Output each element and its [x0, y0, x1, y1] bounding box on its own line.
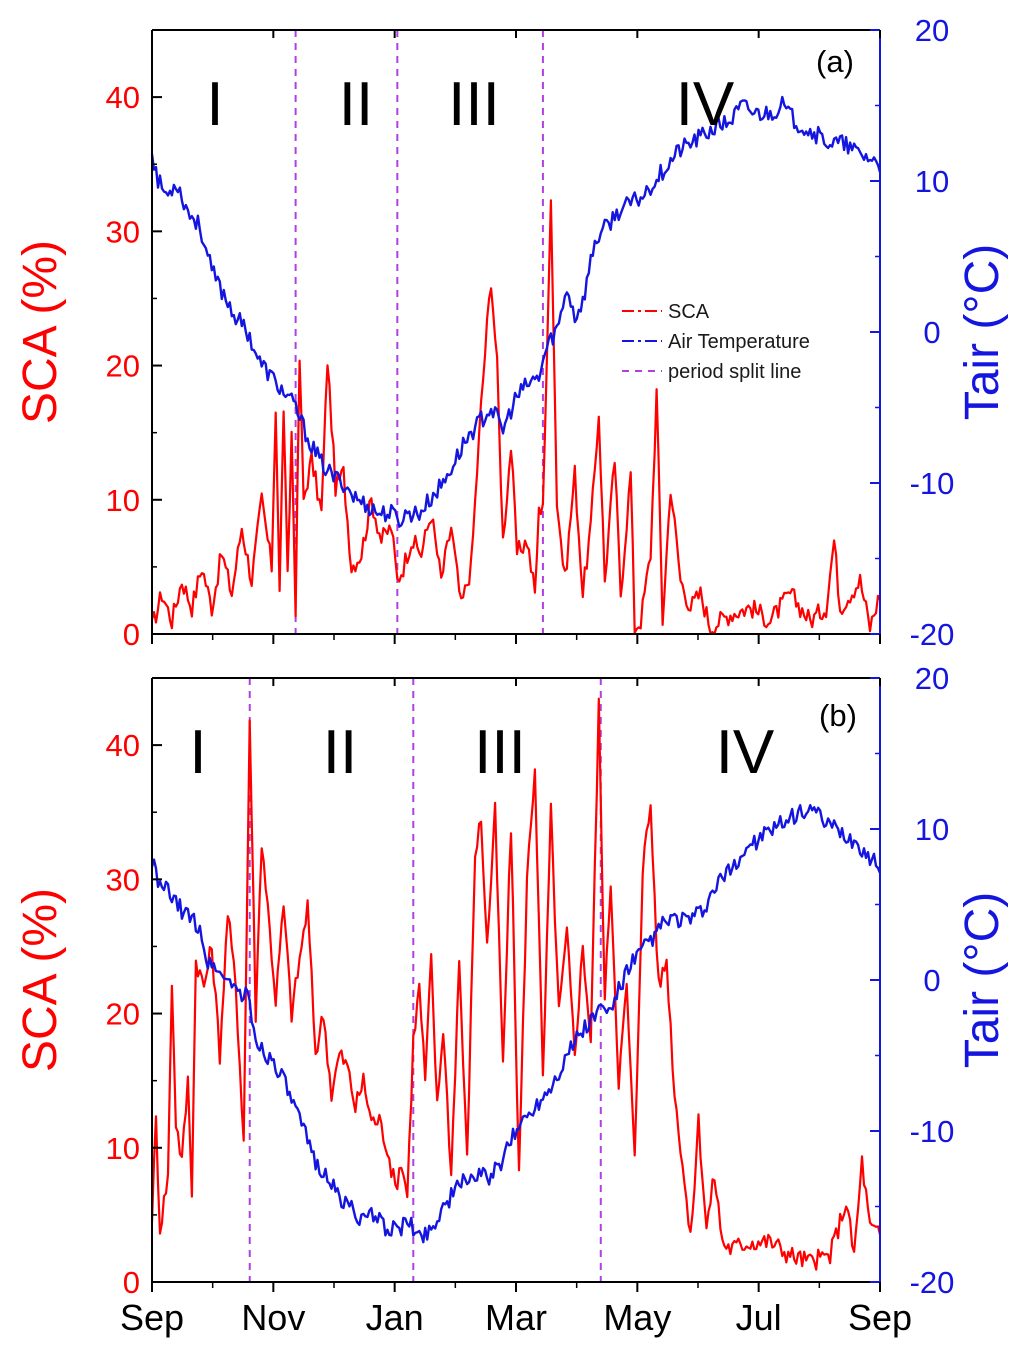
- y-left-tick-label: 20: [106, 349, 140, 384]
- sca-series-line: [150, 199, 881, 636]
- y-right-axis-title: Tair (°C): [956, 892, 1009, 1069]
- y-left-tick-label: 40: [106, 80, 140, 115]
- legend-label: Air Temperature: [668, 331, 810, 353]
- period-label: IV: [716, 718, 775, 787]
- y-right-tick-label: -10: [910, 1114, 955, 1149]
- y-right-tick-label: 0: [923, 963, 940, 998]
- sca-series-line: [150, 697, 882, 1271]
- y-right-tick-label: -10: [910, 466, 955, 501]
- y-left-tick-label: 0: [123, 1265, 140, 1300]
- y-left-tick-label: 10: [106, 483, 140, 518]
- panel-label: (b): [819, 698, 857, 733]
- legend-label: SCA: [668, 301, 710, 323]
- y-right-tick-label: 20: [915, 13, 949, 48]
- y-left-axis-title: SCA (%): [14, 240, 67, 424]
- y-right-tick-label: -20: [910, 617, 955, 652]
- x-tick-label: Mar: [485, 1297, 547, 1338]
- x-tick-label: May: [603, 1297, 671, 1338]
- y-left-tick-label: 0: [123, 617, 140, 652]
- y-left-tick-label: 10: [106, 1131, 140, 1166]
- legend-label: period split line: [668, 361, 801, 383]
- x-tick-label: Sep: [120, 1297, 184, 1338]
- y-right-tick-label: 10: [915, 164, 949, 199]
- x-tick-label: Jan: [366, 1297, 424, 1338]
- air-temperature-series-line: [150, 95, 882, 528]
- period-label: IV: [676, 70, 735, 139]
- period-label: II: [323, 718, 357, 787]
- period-label: III: [448, 70, 500, 139]
- air-temperature-series-line: [150, 804, 882, 1244]
- y-right-axis-title: Tair (°C): [956, 244, 1009, 421]
- y-left-tick-label: 40: [106, 728, 140, 763]
- period-label: III: [474, 718, 526, 787]
- period-label: I: [189, 718, 206, 787]
- x-tick-label: Jul: [736, 1297, 782, 1338]
- y-right-tick-label: -20: [910, 1265, 955, 1300]
- y-right-tick-label: 10: [915, 812, 949, 847]
- period-label: II: [339, 70, 373, 139]
- y-left-tick-label: 30: [106, 214, 140, 249]
- panel-label: (a): [816, 44, 854, 79]
- y-right-tick-label: 20: [915, 661, 949, 696]
- x-tick-label: Sep: [848, 1297, 912, 1338]
- period-label: I: [206, 70, 223, 139]
- y-left-axis-title: SCA (%): [14, 888, 67, 1072]
- y-right-tick-label: 0: [923, 315, 940, 350]
- y-left-tick-label: 20: [106, 997, 140, 1032]
- y-left-tick-label: 30: [106, 862, 140, 897]
- x-tick-label: Nov: [241, 1297, 305, 1338]
